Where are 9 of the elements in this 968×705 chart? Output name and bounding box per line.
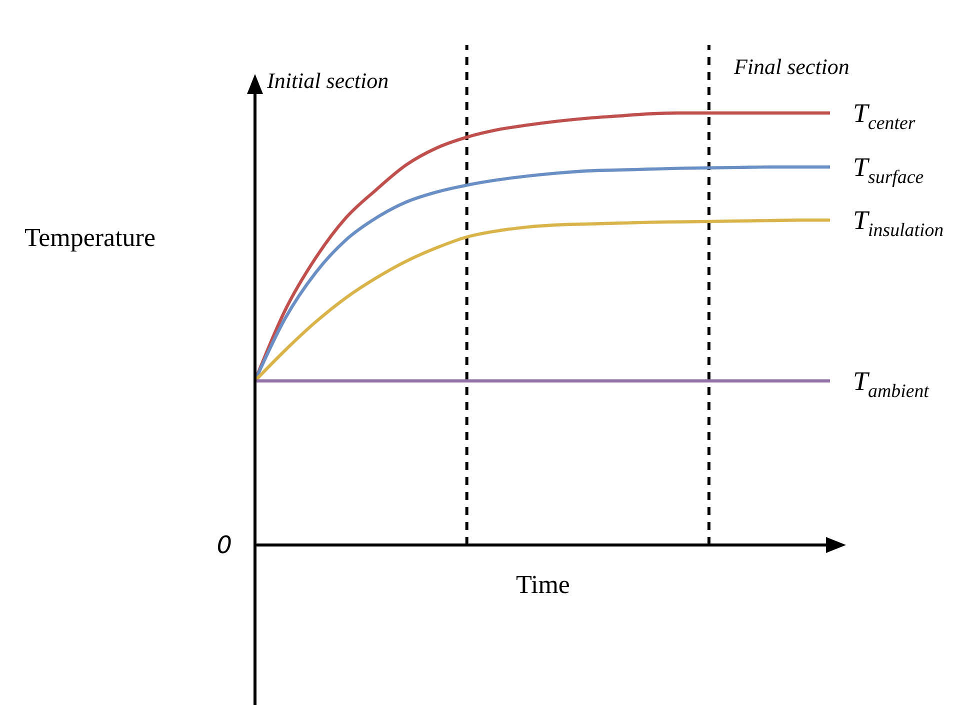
series-label: T$_{insulation}$: [853, 205, 944, 241]
text: 0: [216, 531, 232, 559]
text: Initial section: [266, 68, 389, 93]
y-axis-title: Temperature: [24, 223, 156, 252]
series-label: T$_{surface}$: [853, 152, 924, 188]
series-label: T$_{ambient}$: [853, 366, 930, 402]
x-axis-title: Time: [516, 570, 570, 599]
text: Final section: [732, 54, 850, 79]
series-label: T$_{center}$: [853, 98, 916, 134]
